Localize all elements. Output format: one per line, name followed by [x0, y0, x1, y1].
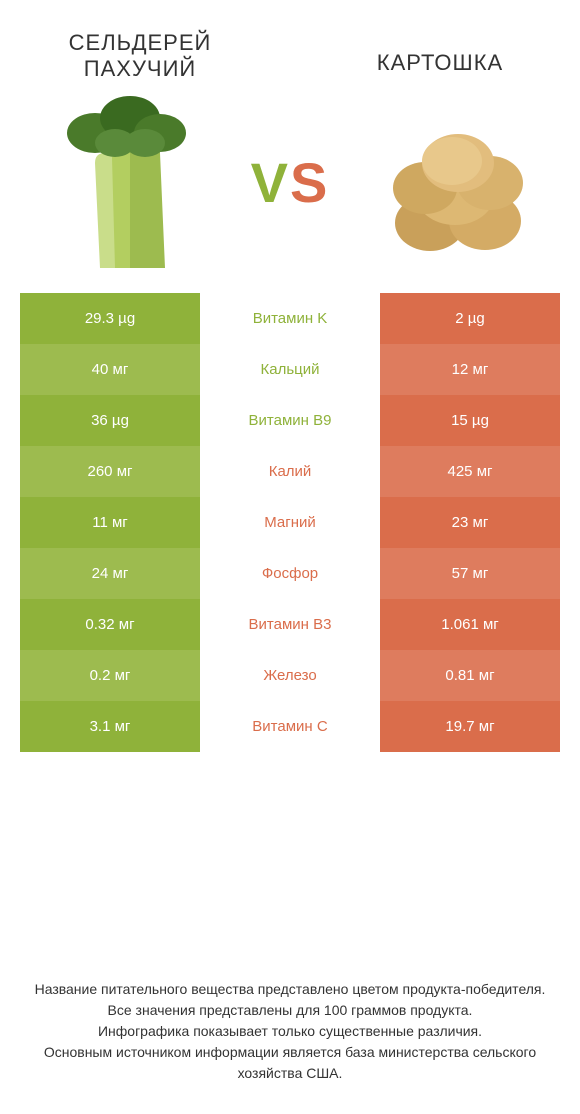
left-title: СЕЛЬДЕРЕЙ ПАХУЧИЙ [40, 30, 240, 83]
table-row: 40 мгКальций12 мг [20, 344, 560, 395]
right-value: 57 мг [380, 548, 560, 599]
table-row: 29.3 µgВитамин K2 µg [20, 293, 560, 344]
nutrient-name: Магний [200, 497, 380, 548]
table-row: 0.2 мгЖелезо0.81 мг [20, 650, 560, 701]
table-row: 11 мгМагний23 мг [20, 497, 560, 548]
left-value: 260 мг [20, 446, 200, 497]
footnote: Название питательного вещества представл… [20, 979, 560, 1084]
table-row: 0.32 мгВитамин B31.061 мг [20, 599, 560, 650]
vs-v: V [251, 151, 290, 214]
vs-label: VS [251, 150, 330, 215]
table-row: 24 мгФосфор57 мг [20, 548, 560, 599]
right-value: 23 мг [380, 497, 560, 548]
celery-image [40, 93, 210, 273]
right-value: 425 мг [380, 446, 560, 497]
header: СЕЛЬДЕРЕЙ ПАХУЧИЙ КАРТОШКА [0, 0, 580, 83]
table-row: 3.1 мгВитамин C19.7 мг [20, 701, 560, 752]
nutrient-name: Калий [200, 446, 380, 497]
footnote-line: Название питательного вещества представл… [20, 979, 560, 1000]
nutrient-name: Витамин K [200, 293, 380, 344]
right-value: 2 µg [380, 293, 560, 344]
left-value: 0.2 мг [20, 650, 200, 701]
nutrient-name: Фосфор [200, 548, 380, 599]
left-value: 24 мг [20, 548, 200, 599]
left-value: 0.32 мг [20, 599, 200, 650]
potato-image [370, 93, 540, 273]
vs-s: S [290, 151, 329, 214]
right-value: 0.81 мг [380, 650, 560, 701]
right-value: 12 мг [380, 344, 560, 395]
table-row: 36 µgВитамин B915 µg [20, 395, 560, 446]
nutrient-name: Витамин B9 [200, 395, 380, 446]
left-value: 29.3 µg [20, 293, 200, 344]
left-value: 3.1 мг [20, 701, 200, 752]
table-row: 260 мгКалий425 мг [20, 446, 560, 497]
right-value: 15 µg [380, 395, 560, 446]
nutrient-table: 29.3 µgВитамин K2 µg40 мгКальций12 мг36 … [20, 293, 560, 752]
left-value: 36 µg [20, 395, 200, 446]
nutrient-name: Железо [200, 650, 380, 701]
nutrient-name: Витамин C [200, 701, 380, 752]
left-value: 11 мг [20, 497, 200, 548]
image-row: VS [0, 83, 580, 293]
right-title: КАРТОШКА [340, 50, 540, 76]
right-value: 1.061 мг [380, 599, 560, 650]
right-value: 19.7 мг [380, 701, 560, 752]
nutrient-name: Кальций [200, 344, 380, 395]
footnote-line: Основным источником информации является … [20, 1042, 560, 1084]
footnote-line: Все значения представлены для 100 граммо… [20, 1000, 560, 1021]
nutrient-name: Витамин B3 [200, 599, 380, 650]
left-value: 40 мг [20, 344, 200, 395]
footnote-line: Инфографика показывает только существенн… [20, 1021, 560, 1042]
